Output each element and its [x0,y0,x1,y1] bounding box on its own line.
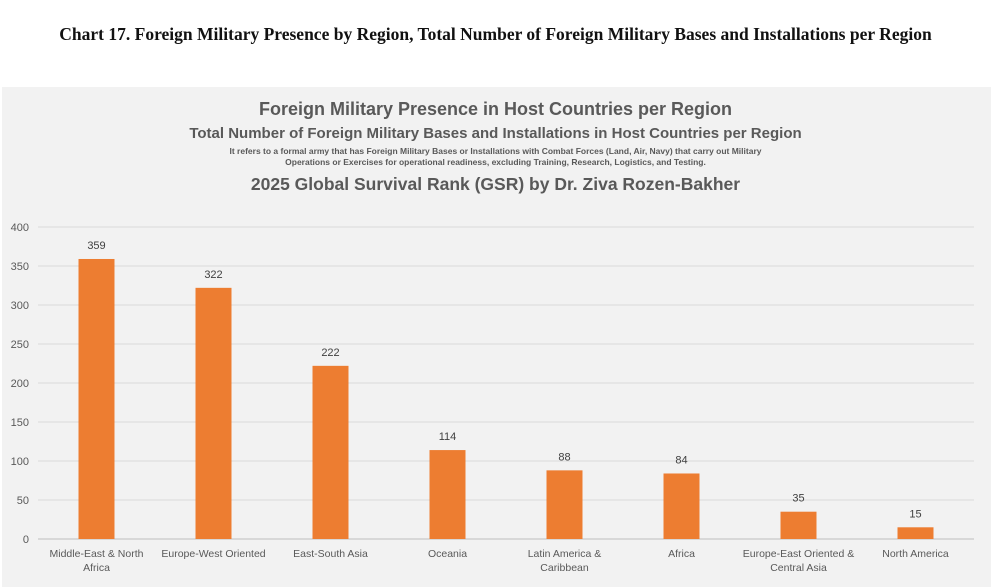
data-label: 15 [909,508,921,520]
bar [312,365,349,539]
x-tick-label: Africa [668,548,695,560]
x-tick-label: Latin America & Caribbean [527,548,602,574]
y-tick-label: 50 [17,495,29,507]
data-label: 222 [321,347,339,359]
bar [897,527,934,539]
chart-subtitle: Total Number of Foreign Military Bases a… [189,125,802,142]
data-label: 322 [204,269,222,281]
bar [546,470,583,539]
chart-note: It refers to a formal army that has Fore… [229,146,762,167]
document-title: Chart 17. Foreign Military Presence by R… [59,24,932,44]
x-tick-label: Europe-West Oriented [161,548,266,560]
bar [663,473,700,539]
data-label: 84 [675,454,687,466]
x-tick-label: Europe-East Oriented & Central Asia [742,548,855,574]
y-tick-label: 100 [11,456,29,468]
bar [780,511,817,539]
x-tick-label: North America [882,548,949,560]
chart-title: Foreign Military Presence in Host Countr… [258,99,733,119]
y-tick-label: 350 [11,261,29,273]
chart-panel [2,87,991,587]
data-label: 359 [87,240,105,252]
data-label: 35 [792,493,804,505]
x-tick-label: Middle-East & North Africa [49,548,144,574]
bar [78,258,115,539]
data-label: 114 [439,431,457,443]
bar [195,287,232,539]
chart-source-title: 2025 Global Survival Rank (GSR) by Dr. Z… [250,174,741,194]
y-tick-label: 400 [11,222,29,234]
y-tick-label: 250 [11,339,29,351]
y-tick-label: 300 [11,300,29,312]
x-tick-label: East-South Asia [293,548,368,560]
y-tick-label: 200 [11,378,29,390]
x-tick-label: Oceania [427,548,468,560]
y-tick-label: 150 [11,417,29,429]
y-tick-label: 0 [23,534,29,546]
data-label: 88 [558,451,570,463]
bar [429,450,466,539]
